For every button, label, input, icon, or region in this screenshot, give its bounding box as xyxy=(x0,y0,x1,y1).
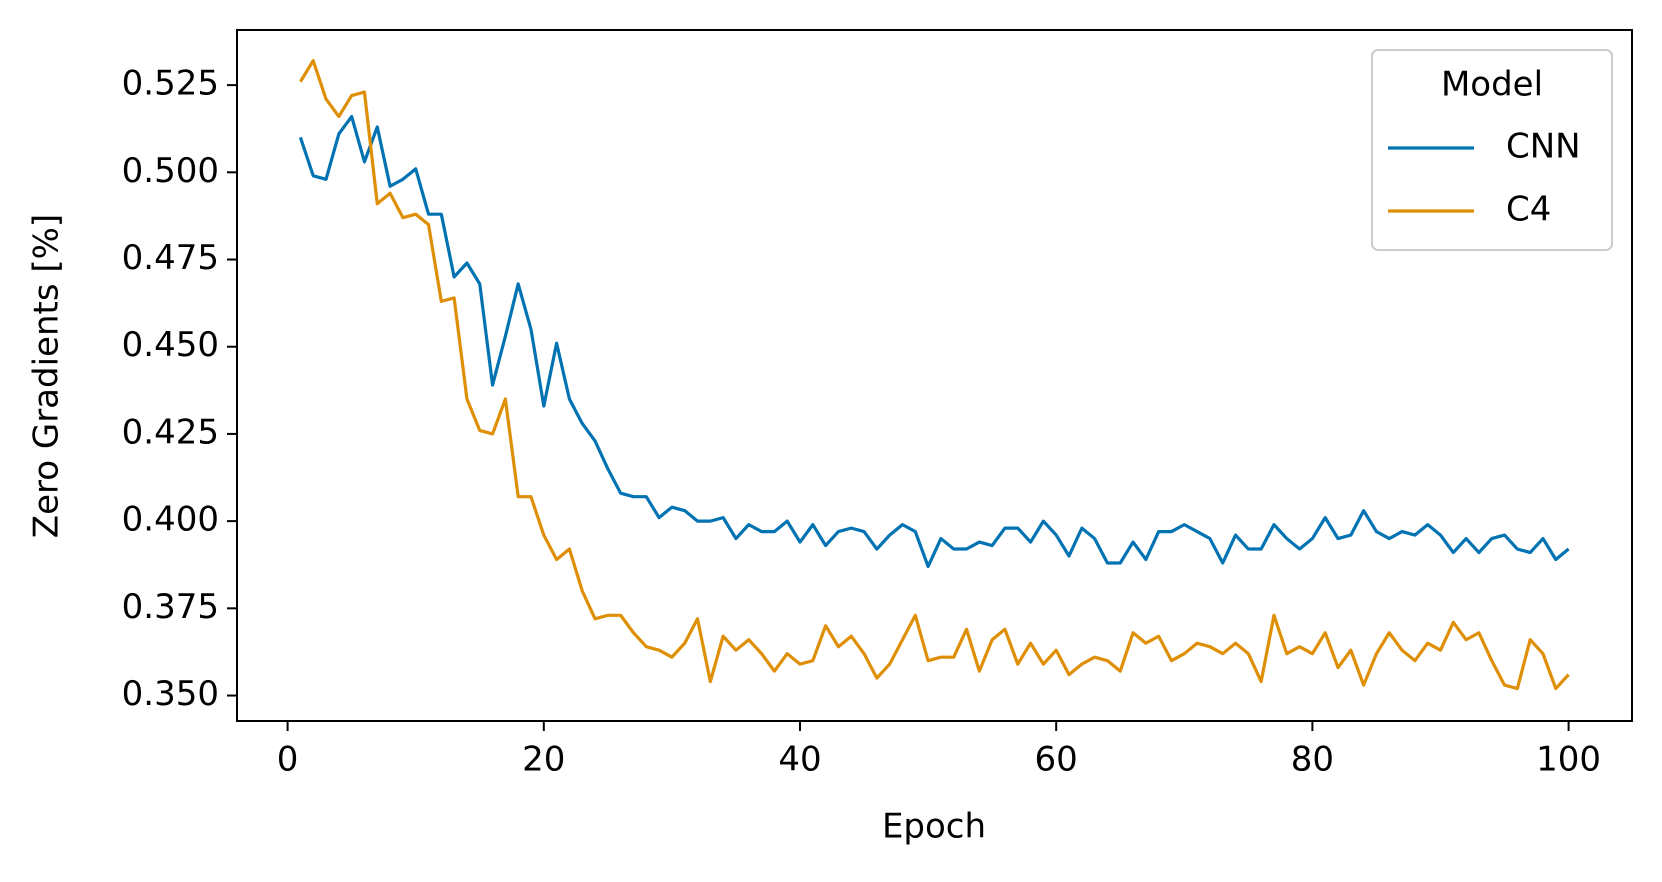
plot-frame xyxy=(236,29,1633,722)
y-tick-label: 0.450 xyxy=(122,325,219,365)
y-axis-label: Zero Gradients [%] xyxy=(27,214,67,538)
y-tick-label: 0.350 xyxy=(122,674,219,714)
series-line xyxy=(299,59,1570,691)
legend-title: Model xyxy=(1441,65,1543,105)
y-tick-label: 0.475 xyxy=(122,238,219,278)
x-tick-label: 60 xyxy=(1035,740,1078,780)
y-tick-label: 0.425 xyxy=(122,412,219,452)
x-tick-label: 20 xyxy=(522,740,565,780)
x-tick-label: 0 xyxy=(277,740,299,780)
x-tick-label: 100 xyxy=(1536,740,1601,780)
y-tick-label: 0.525 xyxy=(122,64,219,104)
x-tick-label: 80 xyxy=(1291,740,1334,780)
x-axis-label: Epoch xyxy=(882,807,986,847)
series-line xyxy=(298,114,1570,569)
x-tick-label: 40 xyxy=(778,740,821,780)
legend-label: CNN xyxy=(1506,127,1581,167)
legend-box xyxy=(1371,49,1613,251)
y-tick-label: 0.500 xyxy=(122,151,219,191)
y-tick-label: 0.400 xyxy=(122,500,219,540)
legend-label: C4 xyxy=(1506,190,1551,230)
y-tick-label: 0.375 xyxy=(122,587,219,627)
